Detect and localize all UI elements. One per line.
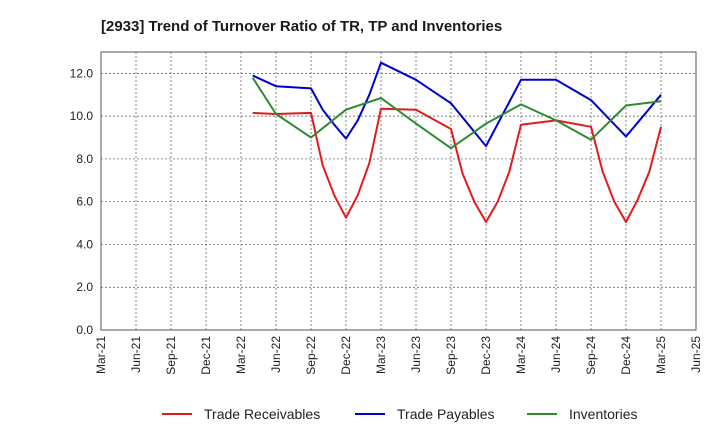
x-tick-label: Dec-21 [199,336,213,375]
plot-area [100,51,697,331]
y-tick-label: 0.0 [76,323,93,337]
x-tick-label: Sep-23 [444,336,458,375]
x-tick-label: Mar-24 [514,336,528,374]
x-tick-label: Sep-21 [164,336,178,375]
legend: Trade Receivables Trade Payables Inventori… [162,406,637,422]
series-line-3 [251,77,662,150]
x-axis: Mar-21 Jun-21 Sep-21 Dec-21 Mar-22 Jun-22 Sep-… [94,336,703,375]
x-tick-label: Mar-23 [374,336,388,374]
grid [100,52,697,331]
x-tick-label: Jun-21 [129,336,143,373]
y-axis: 0.0 2.0 4.0 6.0 8.0 10.0 12.0 [70,66,94,337]
x-tick-label: Jun-24 [549,336,563,373]
series-line-2 [252,61,662,148]
x-tick-label: Jun-25 [689,336,703,373]
x-tick-label: Dec-23 [479,336,493,375]
x-tick-label: Jun-22 [269,336,283,373]
x-tick-label: Jun-23 [409,336,423,373]
x-tick-label: Sep-24 [584,336,598,375]
y-tick-label: 4.0 [76,237,93,251]
x-tick-label: Dec-24 [619,336,633,375]
legend-label: Trade Payables [397,406,495,422]
x-tick-label: Mar-25 [654,336,668,374]
x-tick-label: Dec-22 [339,336,353,375]
series-line-1 [252,107,662,223]
x-tick-label: Mar-22 [234,336,248,374]
legend-label: Trade Receivables [204,406,320,422]
y-tick-label: 2.0 [76,280,93,294]
chart-title: [2933] Trend of Turnover Ratio of TR, TP… [101,18,502,35]
x-tick-label: Sep-22 [304,336,318,375]
y-tick-label: 6.0 [76,195,93,209]
y-tick-label: 12.0 [70,66,94,80]
y-tick-label: 10.0 [70,109,94,123]
series-lines [251,61,662,223]
x-tick-label: Mar-21 [94,336,108,374]
legend-label: Inventories [569,406,637,422]
y-tick-label: 8.0 [76,152,93,166]
